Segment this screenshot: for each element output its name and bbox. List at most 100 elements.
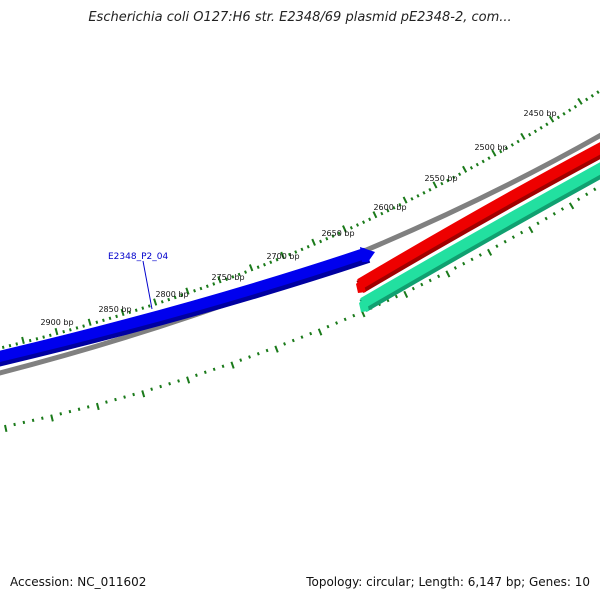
ruler-minor-tick: [545, 122, 549, 127]
ruler-minor-tick: [487, 156, 491, 160]
ruler-major-tick: [280, 251, 285, 259]
ruler-minor-tick: [504, 146, 509, 151]
ruler-minor-tick: [147, 304, 151, 308]
ruler-minor-tick: [528, 132, 532, 137]
ruler-minor-tick: [22, 420, 26, 425]
feature-E2348_P2_04[interactable]: [0, 247, 375, 367]
ruler-minor-tick: [422, 191, 426, 195]
ruler-major-tick: [520, 132, 526, 140]
ruler-minor-tick: [256, 352, 260, 356]
ruler-minor-tick: [300, 335, 304, 339]
feature-teal[interactable]: [359, 162, 600, 313]
ruler-major-tick: [462, 165, 468, 173]
ruler-minor-tick: [533, 129, 538, 134]
ruler-minor-tick: [173, 295, 177, 300]
ruler-minor-tick: [150, 387, 154, 391]
ruler-minor-tick: [1, 345, 5, 349]
ruler-minor-tick: [68, 328, 72, 332]
ruler-minor-tick: [194, 373, 198, 377]
ruler-major-tick: [577, 97, 583, 105]
ruler-minor-tick: [560, 207, 565, 211]
accession-text: Accession: NC_011602: [10, 575, 147, 589]
ruler-minor-tick: [481, 159, 485, 164]
ruler-minor-tick: [294, 250, 298, 254]
ruler-minor-tick: [576, 197, 581, 202]
ruler-minor-tick: [352, 313, 356, 318]
ruler-minor-tick: [337, 231, 341, 236]
ruler-minor-tick: [452, 175, 456, 180]
ruler-minor-tick: [41, 416, 44, 420]
feature-red[interactable]: [356, 142, 600, 294]
ruler-minor-tick: [203, 370, 207, 375]
ruler-minor-tick: [177, 379, 180, 383]
ruler-minor-tick: [15, 342, 19, 346]
ruler-minor-tick: [42, 335, 45, 339]
ruler-major-tick: [87, 318, 92, 326]
ruler-major-tick: [141, 390, 146, 398]
ruler-minor-tick: [562, 112, 566, 116]
ruler-minor-tick: [440, 181, 444, 186]
ruler-minor-tick: [8, 343, 12, 348]
ruler-major-tick: [217, 276, 222, 284]
ruler-minor-tick: [446, 178, 450, 183]
ruler-major-tick: [120, 308, 125, 317]
ruler-minor-tick: [244, 270, 248, 274]
ruler-minor-tick: [585, 192, 589, 197]
ruler-minor-tick: [160, 300, 164, 304]
ruler-minor-tick: [13, 422, 16, 427]
ruler-minor-tick: [86, 405, 90, 409]
ruler-minor-tick: [573, 104, 578, 109]
ruler-minor-tick: [458, 172, 462, 177]
ruler-minor-tick: [516, 139, 520, 144]
ruler-tick-label: 2650 bp: [321, 229, 354, 238]
ruler-minor-tick: [199, 286, 203, 291]
ruler-major-tick: [153, 298, 158, 306]
ruler-major-tick: [317, 328, 323, 336]
ruler-minor-tick: [552, 212, 556, 216]
ruler-minor-tick: [102, 318, 105, 323]
ruler-minor-tick: [75, 326, 79, 330]
ruler-minor-tick: [319, 239, 323, 244]
ruler-minor-tick: [180, 293, 184, 298]
ruler-major-tick: [548, 115, 555, 123]
ruler-minor-tick: [470, 257, 474, 262]
ruler-minor-tick: [77, 407, 81, 411]
ruler-tick-label: 2450 bp: [523, 109, 556, 118]
ruler-minor-tick: [593, 187, 597, 192]
ruler-minor-tick: [355, 223, 360, 227]
feature-label[interactable]: E2348_P2_04: [108, 252, 168, 262]
ruler-minor-tick: [478, 253, 482, 257]
ruler-minor-tick: [475, 162, 479, 167]
ruler-major-tick: [54, 327, 59, 336]
ruler-major-tick: [372, 211, 378, 219]
ruler-minor-tick: [132, 392, 135, 397]
ruler-tick-label: 2700 bp: [266, 252, 299, 261]
ruler-major-tick: [230, 361, 235, 369]
ruler-major-tick: [311, 238, 316, 246]
ruler-major-tick: [403, 290, 409, 299]
ruler-minor-tick: [248, 355, 251, 359]
ruler-minor-tick: [335, 321, 339, 325]
feature-label-leader: [142, 260, 153, 310]
ruler-minor-tick: [212, 367, 216, 372]
ruler-minor-tick: [35, 337, 39, 341]
ruler-major-tick: [445, 270, 451, 278]
ruler-major-tick: [487, 248, 493, 256]
ruler-minor-tick: [28, 338, 32, 343]
ruler-minor-tick: [309, 331, 313, 336]
ruler-minor-tick: [539, 126, 543, 130]
ruler-minor-tick: [420, 282, 424, 287]
ruler-minor-tick: [343, 317, 347, 322]
ruler-minor-tick: [453, 266, 457, 270]
outer-ruler: [1, 90, 600, 349]
ruler-minor-tick: [469, 166, 474, 170]
ruler-minor-tick: [392, 205, 396, 210]
ruler-minor-tick: [520, 230, 524, 235]
ruler-minor-tick: [416, 194, 420, 198]
summary-text: Topology: circular; Length: 6,147 bp; Ge…: [306, 575, 590, 589]
ruler-tick-label: 2600 bp: [373, 203, 406, 212]
ruler-minor-tick: [256, 265, 260, 269]
ruler-minor-tick: [31, 418, 35, 423]
ruler-minor-tick: [269, 260, 273, 264]
ruler-major-tick: [185, 287, 190, 295]
